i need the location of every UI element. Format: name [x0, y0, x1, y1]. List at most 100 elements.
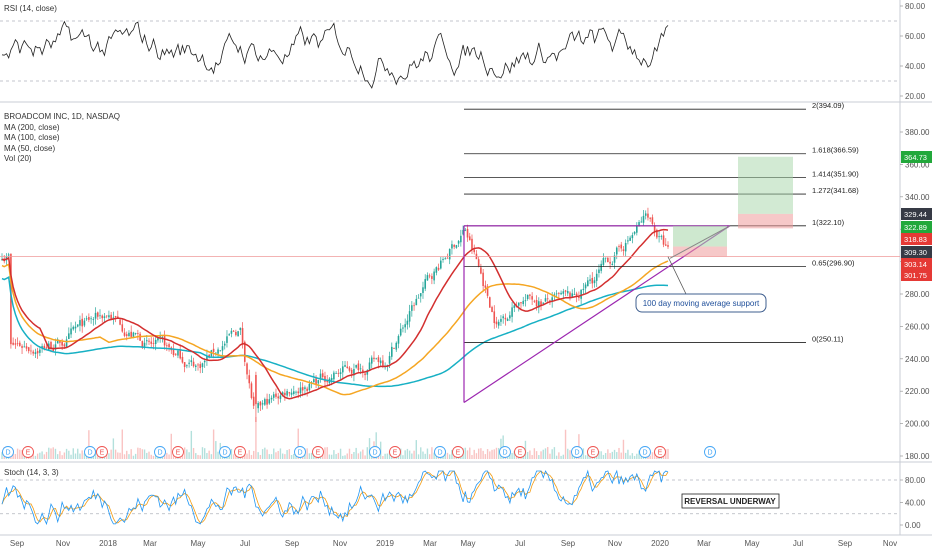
volume-bar: [326, 447, 328, 459]
volume-bar: [571, 453, 573, 459]
volume-bar: [651, 452, 654, 459]
volume-bar: [273, 448, 275, 459]
volume-bar: [39, 452, 41, 459]
candle-body: [560, 292, 562, 295]
candle-body: [125, 334, 128, 336]
volume-bar: [43, 454, 46, 459]
candle-body: [50, 341, 52, 349]
dividend-marker: D: [499, 446, 511, 458]
candle-body: [319, 373, 322, 380]
candle-body: [580, 289, 582, 299]
candle-body: [96, 312, 99, 317]
candle-body: [119, 319, 121, 325]
candle-body: [39, 349, 41, 353]
candle-body: [154, 339, 157, 344]
candle-body: [506, 318, 509, 321]
candle-body: [399, 328, 402, 336]
volume-bar: [607, 449, 609, 459]
volume-bar: [268, 454, 270, 459]
candle-body: [529, 294, 531, 296]
price-flag: [901, 151, 932, 163]
candle-body: [471, 238, 473, 250]
volume-bar: [471, 455, 473, 459]
volume-bar: [486, 449, 489, 459]
candle-body: [422, 287, 424, 293]
candle-body: [99, 315, 101, 317]
marker-circle: [514, 446, 526, 458]
volume-bar: [203, 448, 206, 459]
candle-body: [281, 392, 284, 396]
candle-body: [533, 300, 536, 302]
price-flag: [901, 269, 932, 281]
candle-body: [415, 298, 418, 306]
candle-body: [301, 387, 304, 391]
candle-body: [163, 335, 166, 346]
volume-bar: [498, 447, 500, 459]
time-tick-label: Mar: [697, 539, 711, 548]
candle-body: [268, 399, 271, 404]
volume-bar: [134, 453, 137, 459]
volume-bar: [65, 448, 68, 459]
candle-body: [582, 288, 585, 291]
volume-bar: [353, 451, 355, 459]
candle-body: [495, 321, 498, 325]
rsi-line: [1, 20, 669, 89]
volume-bar: [275, 452, 277, 459]
rsi-tick-label: 20.00: [905, 92, 926, 101]
price-tick-label: 240.00: [905, 355, 930, 364]
volume-bar: [306, 448, 308, 459]
candle-body: [509, 315, 511, 319]
volume-bar: [417, 454, 420, 459]
volume-bar: [484, 454, 487, 459]
candle-body: [317, 380, 320, 384]
candle-body: [134, 333, 137, 335]
time-tick-label: Sep: [10, 539, 25, 548]
reversal-box: [681, 493, 780, 509]
candle-body: [14, 343, 17, 345]
candle-body: [76, 324, 79, 327]
candle-body: [203, 361, 206, 363]
candle-body: [424, 279, 427, 289]
candle-body: [587, 280, 589, 287]
volume-bar: [208, 450, 210, 459]
candle-body: [315, 378, 317, 385]
marker-letter: E: [316, 450, 321, 457]
volume-bar: [308, 453, 311, 459]
volume-bar: [616, 452, 618, 459]
candle-body: [649, 217, 651, 219]
volume-bar: [88, 430, 90, 459]
volume-bar: [186, 449, 188, 459]
volume-bar: [130, 449, 132, 459]
marker-circle: [369, 446, 381, 458]
fib-level-label: 1.272(341.68): [812, 186, 859, 195]
panes: [0, 0, 932, 536]
candle-body: [275, 393, 277, 397]
candle-body: [308, 383, 311, 391]
volume-bar: [366, 447, 368, 459]
volume-bar: [473, 449, 475, 459]
earnings-marker: E: [514, 446, 526, 458]
candle-body: [295, 391, 297, 393]
volume-bar: [359, 451, 362, 459]
volume-bar: [408, 450, 411, 459]
candle-body: [437, 267, 440, 270]
volume-bar: [284, 454, 286, 459]
marker-letter: D: [87, 450, 92, 457]
candle-body: [52, 348, 55, 351]
marker-circle: [2, 446, 14, 458]
volume-bar: [123, 454, 126, 459]
volume-bar: [348, 448, 351, 459]
candle-body: [609, 261, 611, 264]
candle-body: [346, 366, 349, 369]
candle-body: [226, 336, 228, 343]
candle-body: [491, 307, 493, 313]
volume-bar: [584, 455, 587, 459]
volume-bar: [613, 449, 616, 459]
volume-bar: [542, 449, 544, 459]
candle-body: [538, 301, 540, 308]
volume-bar: [79, 453, 81, 459]
time-tick-label: Mar: [143, 539, 157, 548]
candle-body: [286, 391, 288, 396]
volume-bar: [114, 449, 117, 459]
